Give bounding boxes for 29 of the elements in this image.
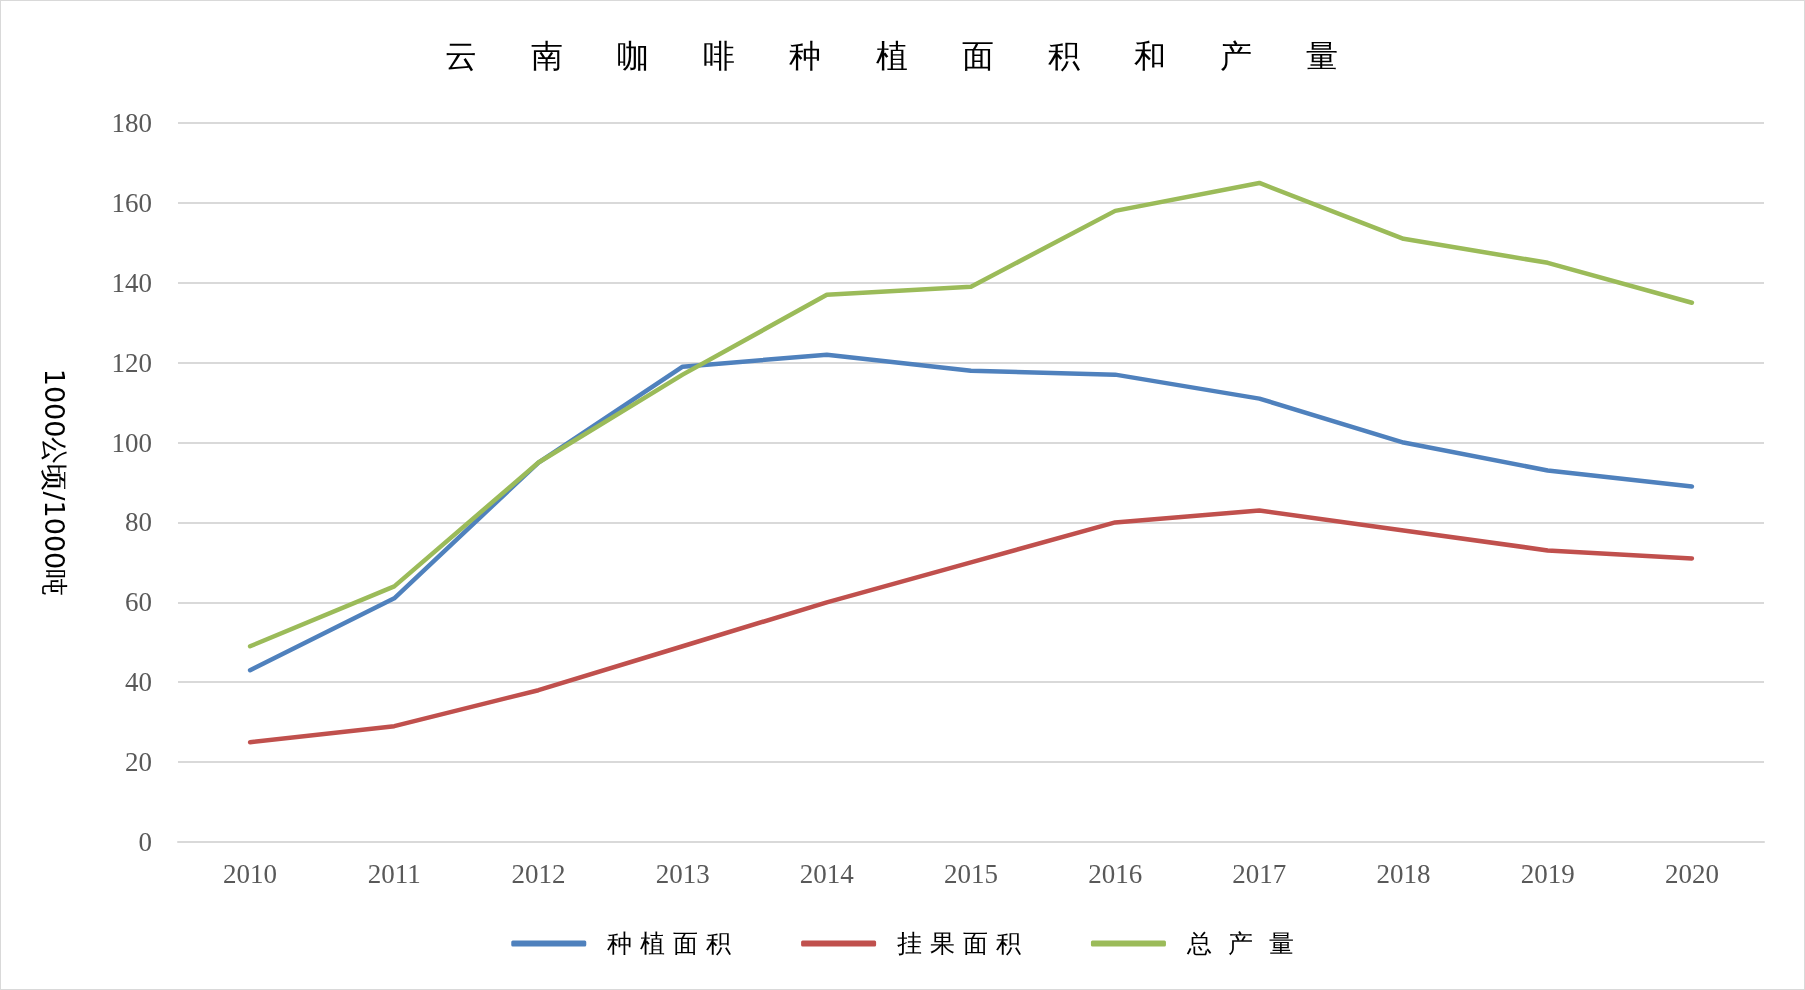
x-tick-label: 2015	[944, 858, 998, 889]
x-tick-label: 2018	[1376, 858, 1431, 889]
x-tick-label: 2012	[511, 858, 566, 889]
y-axis-title: 1000公顷/1000吨	[39, 368, 70, 597]
x-tick-label: 2013	[655, 858, 710, 889]
y-tick-label: 100	[111, 427, 152, 458]
y-tick-label: 140	[111, 267, 152, 298]
x-tick-label: 2020	[1664, 858, 1719, 889]
line-series	[247, 180, 1695, 649]
y-tick-label: 0	[138, 827, 152, 857]
y-tick-label: 180	[111, 108, 152, 138]
x-tick-label: 2010	[223, 858, 278, 889]
x-tick-label: 2017	[1232, 858, 1287, 889]
legend-label: 种 植 面 积	[607, 929, 732, 958]
y-tick-label: 60	[125, 587, 152, 618]
y-tick-label: 120	[111, 347, 152, 378]
legend-label: 挂 果 面 积	[897, 929, 1021, 958]
x-tick-label: 2011	[367, 858, 421, 889]
y-tick-label: 40	[125, 667, 152, 698]
x-tick-label: 2016	[1088, 858, 1143, 889]
legend-label: 总 产 量	[1185, 929, 1294, 958]
line-series	[247, 508, 1695, 745]
y-tick-label: 20	[125, 747, 152, 778]
x-tick-label: 2014	[799, 858, 855, 889]
chart-title: 云 南 咖 啡 种 植 面 积 和 产 量	[443, 36, 1362, 77]
line-series	[247, 352, 1695, 673]
y-tick-label: 80	[125, 507, 152, 538]
y-tick-label: 160	[111, 187, 152, 218]
x-tick-label: 2019	[1520, 858, 1575, 889]
